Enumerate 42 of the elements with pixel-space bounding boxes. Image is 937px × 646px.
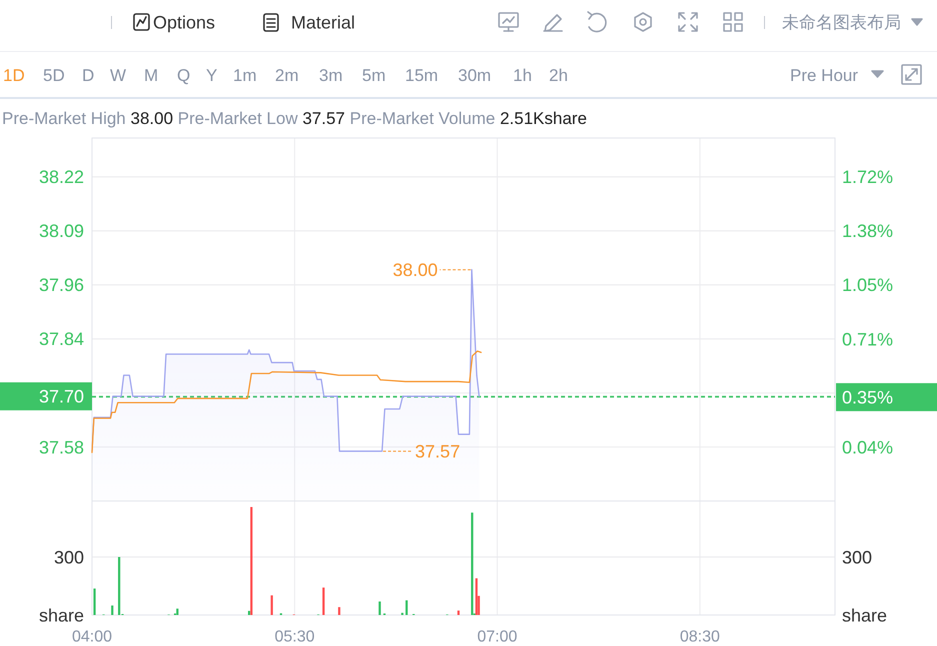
text: 3m — [319, 66, 343, 85]
text: 1m — [233, 66, 257, 85]
text: 300 — [54, 547, 84, 568]
y-tick-label: 37.58 — [38, 437, 84, 458]
text: D — [82, 66, 94, 85]
y2-tick-label: 1.05% — [842, 275, 894, 296]
text: 1D — [3, 66, 25, 85]
y-tick-label: 37.84 — [38, 329, 84, 350]
text: Q — [177, 66, 190, 85]
y2-tick-label: 1.72% — [842, 167, 894, 188]
text: Y — [206, 66, 218, 85]
y-axis-title: share — [38, 605, 84, 626]
text: 15m — [405, 66, 438, 85]
text: 5D — [43, 66, 65, 85]
x-tick-label: 04:00 — [72, 628, 112, 646]
text: 30m — [458, 66, 492, 85]
text: Material — [291, 12, 356, 32]
x-tick-label: 05:30 — [274, 628, 315, 646]
x-tick-label: 07:00 — [477, 628, 518, 646]
text: 300 — [842, 547, 872, 568]
y-tick-label: 37.96 — [38, 275, 84, 296]
annotation: 37.57 — [415, 441, 460, 462]
y2-tick-label: 0.04% — [842, 437, 894, 458]
y2-tick-label: 0.71% — [842, 329, 894, 350]
text: Pre Hour — [790, 66, 858, 85]
text: Options — [153, 12, 216, 32]
y2-tick-label: 1.38% — [842, 221, 894, 242]
y2-axis-title: share — [842, 605, 888, 626]
y-tick-label: 38.09 — [38, 221, 84, 242]
x-tick-label: 08:30 — [680, 628, 720, 646]
annotation: 38.00 — [392, 260, 438, 280]
text: W — [110, 66, 126, 85]
text: M — [144, 66, 158, 85]
chart-title: Pre-Market High 38.00 Pre-Market Low 37.57 Pre-Market Volume 2.51Kshare — [2, 108, 587, 128]
ref-line-label: 0.35% — [842, 387, 894, 408]
text: 2h — [549, 66, 568, 85]
text: 1h — [513, 66, 532, 85]
ref-line-label: 37.70 — [38, 386, 84, 407]
text: 2m — [275, 66, 299, 85]
text: 未命名图表布局 — [782, 12, 901, 32]
y-tick-label: 38.22 — [38, 167, 84, 188]
text: 5m — [362, 66, 386, 85]
